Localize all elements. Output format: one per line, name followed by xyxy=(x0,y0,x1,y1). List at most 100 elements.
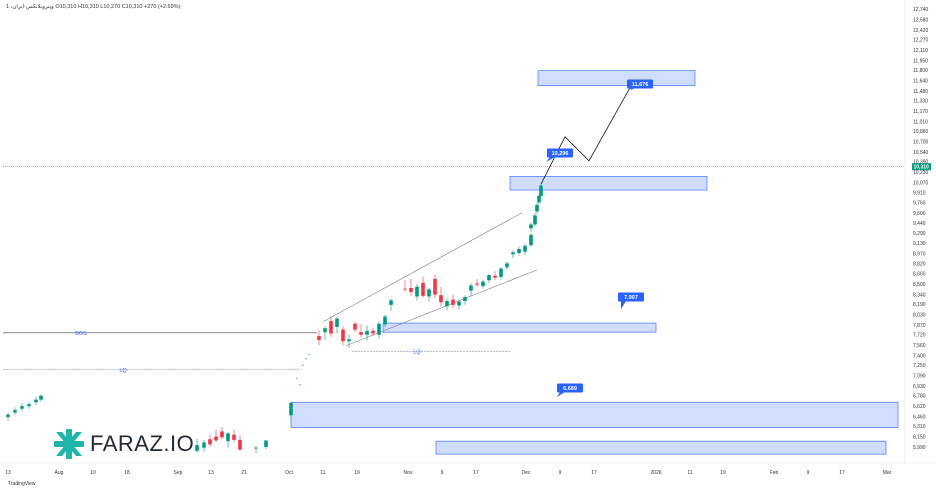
candle-up xyxy=(34,399,38,403)
level-callout-pointer xyxy=(546,157,555,162)
gap-tick xyxy=(305,358,307,360)
y-tick-label: 12,420 xyxy=(913,28,929,34)
x-tick-label: 19 xyxy=(720,470,726,476)
candle-up xyxy=(529,224,533,229)
ohlc-readout: O10,310 H10,310 L10,270 C10,310 +270 (+2… xyxy=(55,4,181,10)
y-tick-label: 8,500 xyxy=(913,282,926,288)
candle-down xyxy=(353,323,357,330)
demand-zone-low xyxy=(290,401,899,428)
level-callout-label: 11,676 xyxy=(632,82,649,88)
level-callout-pointer xyxy=(630,88,635,90)
y-tick-label: 11,330 xyxy=(913,98,928,104)
y-tick-label: 10,700 xyxy=(913,139,929,145)
y-tick-label: 11,950 xyxy=(913,58,928,64)
x-tick-label: 10 xyxy=(90,470,96,476)
candle-up xyxy=(335,318,339,327)
candle-down xyxy=(371,330,375,334)
candle-down xyxy=(220,431,224,438)
x-tick-label: Feb xyxy=(770,470,779,476)
level-callout-pointer xyxy=(621,301,626,309)
y-tick-label: 6,460 xyxy=(913,415,926,421)
x-tick-label: 21 xyxy=(241,470,247,476)
x-tick-label: Oct xyxy=(285,470,293,476)
level-callout-pointer xyxy=(557,392,565,397)
candle-down xyxy=(475,283,479,285)
y-tick-label: 12,740 xyxy=(913,7,929,13)
level-callout-label: 6,689 xyxy=(563,386,577,392)
candle-up xyxy=(347,339,351,342)
y-tick-label: 9,910 xyxy=(913,191,926,197)
x-tick-label: Mar xyxy=(883,470,892,476)
y-tick-label: 10,070 xyxy=(913,180,929,186)
y-tick-label: 11,010 xyxy=(913,119,928,125)
candle-up xyxy=(415,286,419,297)
y-tick-label: 6,150 xyxy=(913,435,926,441)
candle-up xyxy=(226,433,230,442)
candle-up xyxy=(365,330,369,335)
y-tick-label: 9,290 xyxy=(913,231,926,237)
x-tick-label: 17 xyxy=(473,470,479,476)
bos-label: BOS xyxy=(75,331,87,337)
candle-up xyxy=(533,215,537,225)
level-callout-bg xyxy=(627,79,653,89)
y-tick-label: 9,600 xyxy=(913,211,926,217)
candle-up xyxy=(487,275,491,281)
candle-up xyxy=(529,234,533,246)
x-tick-label: 13 xyxy=(5,470,11,476)
y-tick-label: 11,170 xyxy=(913,109,928,115)
y-tick-label: 10,390 xyxy=(913,159,929,165)
y-tick-label: 7,400 xyxy=(913,354,926,360)
target-zone-top xyxy=(537,70,696,86)
candle-up xyxy=(6,414,10,418)
x-tick-label: 18 xyxy=(124,470,130,476)
candle-up xyxy=(39,395,43,400)
candle-down xyxy=(232,434,236,440)
y-tick-label: 10,860 xyxy=(913,129,929,135)
gap-tick xyxy=(302,364,304,366)
gap-tick xyxy=(299,384,301,386)
candle-up xyxy=(254,447,258,449)
symbol-name: وپتروبلانکس-ایران، 1 xyxy=(6,4,54,10)
candle-down xyxy=(439,295,443,303)
y-tick-label: 12,580 xyxy=(913,17,929,23)
x-tick-label: 9 xyxy=(807,470,810,476)
candle-up xyxy=(457,301,461,306)
level-callout-bg xyxy=(557,383,583,393)
candle-up xyxy=(202,442,206,448)
y-tick-label: 6,310 xyxy=(913,424,926,430)
level-callout-label: 7,907 xyxy=(624,295,638,301)
x-tick-label: Dec xyxy=(522,470,531,476)
gap-tick xyxy=(296,377,298,379)
y-tick-label: 6,930 xyxy=(913,384,926,390)
x-tick-label: 11 xyxy=(320,470,325,476)
candle-down xyxy=(208,439,212,445)
y-tick-label: 8,030 xyxy=(913,313,926,319)
x-tick-label: 17 xyxy=(839,470,845,476)
y-tick-label: 7,090 xyxy=(913,374,926,380)
candle-up xyxy=(383,316,387,325)
candle-up xyxy=(499,268,503,277)
lq-label-1: LQ xyxy=(119,368,127,374)
y-tick-label: 8,820 xyxy=(913,261,926,267)
candle-down xyxy=(214,436,218,441)
y-tick-label: 9,760 xyxy=(913,200,926,206)
candle-up xyxy=(511,252,515,255)
y-tick-label: 12,110 xyxy=(913,48,928,54)
x-tick-label: 13 xyxy=(208,470,214,476)
y-tick-label: 7,870 xyxy=(913,323,926,329)
lq-label-2: LQ xyxy=(413,350,421,356)
channel-lower xyxy=(345,269,538,347)
y-tick-label: 8,970 xyxy=(913,252,926,258)
y-tick-label: 10,230 xyxy=(913,170,929,176)
candle-down xyxy=(341,329,345,342)
candle-up xyxy=(481,281,485,287)
gap-tick xyxy=(308,353,310,355)
level-callout-bg xyxy=(547,148,573,158)
tradingview-credit: TradingView xyxy=(8,481,36,487)
candle-up xyxy=(323,328,327,333)
y-tick-label: 7,560 xyxy=(913,343,926,349)
candle-down xyxy=(329,321,333,334)
y-tick-label: 6,620 xyxy=(913,404,926,410)
x-tick-label: 9 xyxy=(559,470,562,476)
